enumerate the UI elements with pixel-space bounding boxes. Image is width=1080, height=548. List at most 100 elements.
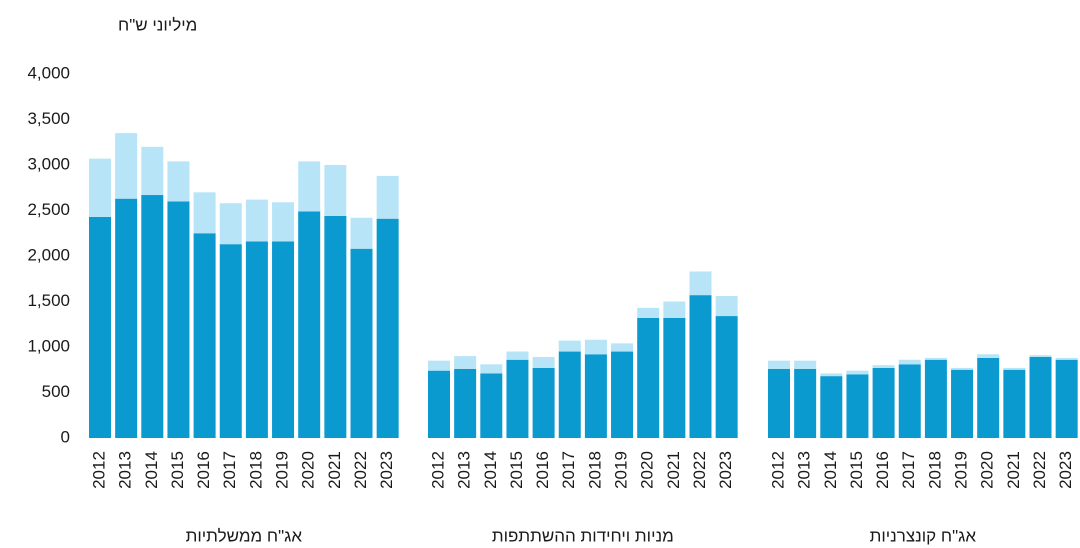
bar-segment	[898, 359, 921, 365]
x-tick-label: 2018	[585, 451, 604, 489]
bar-segment	[298, 211, 321, 438]
bar-segment	[245, 241, 268, 438]
y-tick-label: 2,500	[27, 200, 70, 219]
x-tick-label: 2012	[428, 451, 447, 489]
bar-segment	[506, 359, 529, 438]
x-tick-label: 2019	[952, 451, 971, 489]
bar-segment	[898, 364, 921, 438]
bar-segment	[584, 354, 607, 438]
bar-segment	[298, 161, 321, 212]
bar-segment	[167, 201, 190, 438]
bar-segment	[350, 217, 373, 249]
bar-segment	[141, 195, 164, 438]
bar-segment	[141, 146, 164, 196]
bar-segment	[115, 198, 138, 438]
x-tick-label: 2017	[220, 451, 239, 489]
bar-segment	[532, 357, 555, 368]
bar-segment	[872, 367, 895, 438]
bar-segment	[611, 351, 634, 438]
bar-segment	[558, 351, 581, 438]
x-tick-label: 2012	[89, 451, 108, 489]
bar-segment	[820, 376, 843, 438]
x-tick-label: 2021	[325, 451, 344, 489]
bar-segment	[272, 202, 295, 242]
bar-segment	[1055, 357, 1078, 360]
x-tick-label: 2016	[194, 451, 213, 489]
x-tick-label: 2013	[795, 451, 814, 489]
x-tick-label: 2017	[899, 451, 918, 489]
bar-segment	[1003, 367, 1026, 370]
x-tick-label: 2019	[273, 451, 292, 489]
x-tick-label: 2022	[690, 451, 709, 489]
bar-segment	[193, 192, 216, 234]
bar-segment	[480, 364, 503, 374]
bar-segment	[689, 295, 712, 438]
x-tick-label: 2023	[377, 451, 396, 489]
x-tick-label: 2022	[351, 451, 370, 489]
bar-segment	[219, 203, 242, 245]
bar-segment	[611, 343, 634, 352]
x-tick-label: 2020	[978, 451, 997, 489]
bar-segment	[820, 373, 843, 377]
bar-segment	[219, 244, 242, 438]
bar-segment	[715, 296, 738, 317]
y-tick-label: 1,500	[27, 291, 70, 310]
x-tick-label: 2018	[925, 451, 944, 489]
bar-segment	[768, 368, 790, 438]
bar-segment	[115, 133, 138, 199]
x-tick-label: 2014	[142, 451, 161, 489]
bar-segment	[794, 360, 817, 369]
x-tick-label: 2021	[664, 451, 683, 489]
x-tick-label: 2014	[821, 451, 840, 489]
x-tick-label: 2023	[1056, 451, 1075, 489]
bar-segment	[324, 165, 347, 216]
x-tick-label: 2022	[1030, 451, 1049, 489]
x-tick-label: 2020	[638, 451, 657, 489]
x-tick-label: 2015	[507, 451, 526, 489]
bar-segment	[924, 359, 947, 438]
y-tick-label: 3,500	[27, 109, 70, 128]
bar-segment	[794, 368, 817, 438]
bar-segment	[1003, 369, 1026, 438]
panel-label: אג"ח קונצרניות	[870, 526, 977, 545]
bar-segment	[506, 351, 529, 360]
bar-segment	[637, 317, 660, 438]
x-tick-label: 2014	[481, 451, 500, 489]
bar-segment	[167, 161, 190, 202]
bar-segment	[951, 369, 974, 438]
bar-segment	[428, 370, 450, 438]
bar-segment	[977, 354, 1000, 358]
y-tick-label: 500	[42, 382, 70, 401]
x-tick-label: 2018	[246, 451, 265, 489]
bar-segment	[558, 340, 581, 352]
bar-segment	[584, 339, 607, 355]
y-tick-label: 2,000	[27, 245, 70, 264]
bar-segment	[1055, 359, 1078, 438]
bar-segment	[1029, 357, 1052, 438]
bar-segment	[272, 241, 295, 438]
bar-segment	[846, 370, 869, 375]
bar-segment	[637, 307, 660, 318]
bar-segment	[532, 367, 555, 438]
bar-segment	[193, 233, 216, 438]
bar-segment	[324, 215, 347, 438]
y-tick-label: 3,000	[27, 154, 70, 173]
panel-label: אג"ח ממשלתיות	[186, 526, 303, 545]
bar-segment	[350, 248, 373, 438]
x-tick-label: 2013	[116, 451, 135, 489]
bar-segment	[715, 316, 738, 438]
bar-segment	[376, 175, 399, 219]
bar-segment	[480, 373, 503, 438]
bar-segment	[454, 356, 477, 369]
x-tick-label: 2013	[455, 451, 474, 489]
panel-label: מניות ויחידות ההשתתפות	[492, 526, 674, 545]
x-tick-label: 2012	[768, 451, 787, 489]
x-tick-label: 2015	[168, 451, 187, 489]
y-tick-label: 0	[61, 427, 70, 446]
bar-segment	[846, 374, 869, 438]
y-tick-label: 1,000	[27, 336, 70, 355]
x-tick-label: 2019	[612, 451, 631, 489]
x-tick-label: 2023	[716, 451, 735, 489]
bar-segment	[977, 357, 1000, 438]
